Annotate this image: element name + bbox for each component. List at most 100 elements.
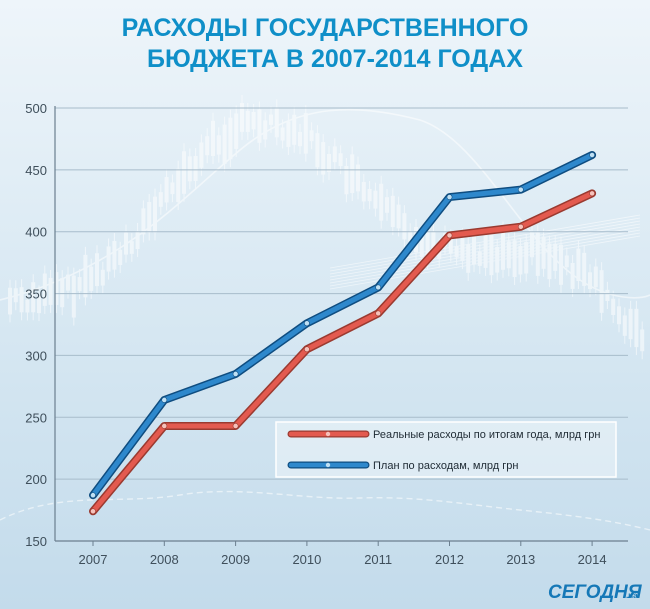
- x-axis-ticks: 2007 2008 2009 2010 2011 2012 2013 2014: [79, 541, 607, 567]
- decor-candle: [564, 255, 569, 268]
- decor-candle: [83, 254, 88, 298]
- decor-candle: [118, 249, 123, 266]
- decor-candle: [66, 274, 70, 291]
- decor-candle: [147, 201, 152, 233]
- decor-candle: [182, 151, 186, 194]
- decor-candle: [448, 237, 453, 254]
- legend: Реальные расходы по итогам года, млрд гр…: [275, 421, 617, 478]
- decor-candle: [437, 246, 442, 260]
- decor-candle: [315, 133, 320, 168]
- decor-candle: [321, 142, 326, 175]
- x-tick-label: 2012: [435, 552, 464, 567]
- y-tick-label: 400: [25, 225, 47, 240]
- decor-candle: [222, 124, 227, 164]
- decor-candle: [234, 113, 239, 149]
- decor-ray: [329, 220, 641, 275]
- series-plan-point: [90, 492, 96, 499]
- decor-candle: [48, 277, 53, 305]
- x-tick-label: 2013: [506, 552, 535, 567]
- decor-candle: [31, 282, 36, 313]
- decor-candle: [251, 112, 256, 130]
- decor-candle: [211, 120, 215, 157]
- decor-candle: [535, 232, 540, 276]
- decor-candle: [367, 188, 372, 202]
- decor-candle: [547, 243, 552, 280]
- decor-candle: [77, 277, 82, 292]
- decor-candle: [634, 308, 639, 348]
- decor-candle: [524, 241, 529, 274]
- decor-candle: [19, 287, 24, 313]
- decor-candle: [292, 114, 297, 145]
- decor-candle: [199, 142, 204, 168]
- decor-candle: [350, 154, 355, 194]
- decor-candle: [506, 241, 511, 269]
- decor-candle: [472, 236, 476, 265]
- decor-candle: [344, 165, 349, 195]
- decor-candle: [483, 235, 488, 268]
- decor-candle: [263, 120, 268, 140]
- series-actual-point: [303, 346, 310, 353]
- decor-candle: [512, 240, 517, 278]
- decor-candle: [106, 246, 111, 272]
- chart-title-line-2: БЮДЖЕТА В 2007-2014 ГОДАХ: [147, 45, 523, 73]
- decor-candle: [530, 232, 534, 258]
- series-actual-point: [375, 310, 382, 317]
- series-plan-point: [303, 320, 310, 327]
- brand-domain: .ua: [626, 591, 638, 600]
- decor-ray: [329, 229, 641, 284]
- decor-candle: [622, 315, 627, 336]
- decor-candle: [95, 253, 99, 287]
- series-plan-point: [589, 152, 595, 158]
- legend-marker-actual: [325, 431, 331, 437]
- series-actual-point: [517, 223, 524, 230]
- series-plan-point: [446, 194, 453, 200]
- series-actual-point: [589, 190, 595, 197]
- series-plan-point: [517, 186, 524, 193]
- decor-candle: [280, 127, 285, 141]
- decor-candle: [141, 208, 146, 235]
- decor-candle: [245, 110, 250, 132]
- decor-candle: [477, 251, 482, 266]
- y-tick-label: 250: [25, 410, 47, 425]
- decor-candle: [617, 306, 621, 325]
- decor-candle: [425, 226, 430, 262]
- decor-candle: [42, 273, 47, 306]
- series-actual-line: [90, 190, 595, 514]
- decor-candle: [269, 114, 273, 125]
- decor-candle: [338, 153, 343, 167]
- decor-candle: [327, 154, 331, 172]
- x-tick-label: 2009: [221, 552, 250, 567]
- y-tick-label: 350: [25, 287, 47, 302]
- decor-candle: [408, 231, 413, 242]
- decor-candle: [240, 103, 244, 132]
- x-tick-label: 2011: [364, 552, 392, 567]
- decor-candle: [379, 183, 384, 221]
- decor-curve: [0, 108, 650, 301]
- series-actual-point: [161, 423, 168, 429]
- x-tick-label: 2010: [292, 552, 321, 567]
- brand-name: СЕГОДНЯ: [548, 582, 643, 603]
- legend-marker-plan: [325, 462, 331, 468]
- decor-ray: [329, 223, 641, 278]
- series-plan-line: [90, 152, 595, 498]
- decor-candle: [8, 287, 12, 315]
- decor-candle: [454, 246, 459, 258]
- decor-candle: [100, 269, 105, 286]
- decor-candle: [298, 131, 302, 147]
- decor-candle: [303, 113, 308, 154]
- decor-candle: [495, 246, 500, 273]
- decor-candle: [489, 234, 494, 276]
- decor-candle: [396, 204, 401, 229]
- decor-candle: [419, 235, 424, 258]
- y-tick-label: 300: [25, 348, 47, 363]
- series-actual-point: [446, 232, 453, 239]
- decor-candle: [605, 289, 610, 302]
- decor-candle: [402, 213, 407, 240]
- decor-candle: [60, 278, 65, 308]
- chart-title-line-1: РАСХОДЫ ГОСУДАРСТВЕННОГО: [122, 14, 529, 42]
- y-tick-label: 150: [25, 534, 47, 549]
- y-tick-label: 450: [25, 163, 47, 178]
- x-tick-label: 2007: [79, 552, 108, 567]
